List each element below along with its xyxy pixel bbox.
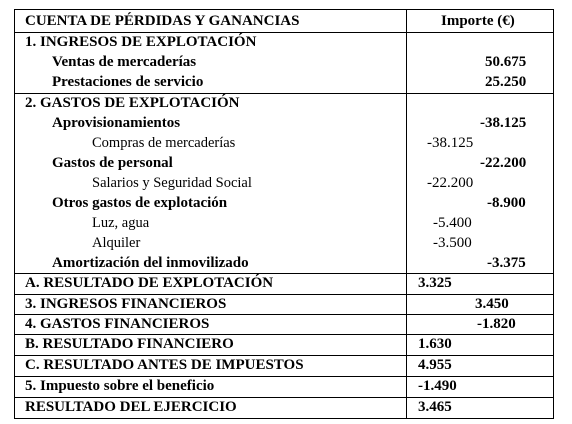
- row-divider: [15, 334, 553, 335]
- row-label: 3. INGRESOS FINANCIEROS: [25, 296, 227, 312]
- row-label: Aprovisionamientos: [52, 115, 181, 131]
- row-value: 3.450: [475, 296, 509, 312]
- amount-column-header: Importe (€): [441, 13, 515, 29]
- row-value: 4.955: [418, 357, 452, 373]
- row-divider: [15, 397, 553, 398]
- table-row: RESULTADO DEL EJERCICIO 3.465: [15, 397, 553, 417]
- row-label: Compras de mercaderías: [92, 135, 236, 151]
- row-label: Amortización del inmovilizado: [52, 255, 249, 271]
- row-value: -22.200: [480, 155, 527, 171]
- row-value: -3.375: [487, 255, 526, 271]
- row-label: Otros gastos de explotación: [52, 195, 228, 211]
- row-label: Gastos de personal: [52, 155, 173, 171]
- row-label: Prestaciones de servicio: [52, 74, 204, 90]
- income-statement-table: CUENTA DE PÉRDIDAS Y GANANCIAS Importe (…: [14, 9, 554, 419]
- table-row: Otros gastos de explotación -8.900: [15, 193, 553, 213]
- table-row: C. RESULTADO ANTES DE IMPUESTOS 4.955: [15, 355, 553, 375]
- row-value: 50.675: [485, 54, 527, 70]
- table-row: A. RESULTADO DE EXPLOTACIÓN 3.325: [15, 273, 553, 293]
- row-divider: [15, 376, 553, 377]
- concept-column-header: CUENTA DE PÉRDIDAS Y GANANCIAS: [25, 13, 300, 29]
- row-divider: [15, 93, 553, 94]
- table-row: Gastos de personal -22.200: [15, 153, 553, 173]
- row-value: 1.630: [418, 336, 452, 352]
- table-row: 3. INGRESOS FINANCIEROS 3.450: [15, 294, 553, 314]
- row-label: Salarios y Seguridad Social: [92, 175, 252, 191]
- row-divider: [15, 294, 553, 295]
- row-label: 4. GASTOS FINANCIEROS: [25, 316, 210, 332]
- table-row: 4. GASTOS FINANCIEROS -1.820: [15, 314, 553, 334]
- row-value: -22.200: [427, 175, 474, 191]
- table-row: 5. Impuesto sobre el beneficio -1.490: [15, 376, 553, 396]
- column-divider: [406, 10, 407, 418]
- row-label: 2. GASTOS DE EXPLOTACIÓN: [25, 95, 240, 111]
- table-row: Ventas de mercaderías 50.675: [15, 52, 553, 72]
- row-value: -38.125: [480, 115, 527, 131]
- table-row: Salarios y Seguridad Social -22.200: [15, 173, 553, 193]
- row-label: Alquiler: [92, 235, 141, 251]
- row-value: 25.250: [485, 74, 527, 90]
- row-label: 5. Impuesto sobre el beneficio: [25, 378, 215, 394]
- table-row: Alquiler -3.500: [15, 233, 553, 253]
- row-label: Luz, agua: [92, 215, 150, 231]
- row-label: A. RESULTADO DE EXPLOTACIÓN: [25, 275, 274, 291]
- table-row: 2. GASTOS DE EXPLOTACIÓN: [15, 93, 553, 113]
- row-value: -3.500: [433, 235, 472, 251]
- table-row: Aprovisionamientos -38.125: [15, 113, 553, 133]
- table-row: Amortización del inmovilizado -3.375: [15, 253, 553, 273]
- table-header-row: CUENTA DE PÉRDIDAS Y GANANCIAS Importe (…: [15, 11, 553, 31]
- row-label: B. RESULTADO FINANCIERO: [25, 336, 234, 352]
- row-label: 1. INGRESOS DE EXPLOTACIÓN: [25, 34, 257, 50]
- row-value: -1.820: [477, 316, 516, 332]
- table-row: 1. INGRESOS DE EXPLOTACIÓN: [15, 32, 553, 52]
- row-value: -1.490: [418, 378, 457, 394]
- row-value: 3.465: [418, 399, 452, 415]
- row-label: Ventas de mercaderías: [52, 54, 197, 70]
- row-label: RESULTADO DEL EJERCICIO: [25, 399, 237, 415]
- row-label: C. RESULTADO ANTES DE IMPUESTOS: [25, 357, 304, 373]
- row-divider: [15, 355, 553, 356]
- row-divider: [15, 32, 553, 33]
- table-row: B. RESULTADO FINANCIERO 1.630: [15, 334, 553, 354]
- row-value: -8.900: [487, 195, 526, 211]
- row-divider: [15, 273, 553, 274]
- row-divider: [15, 314, 553, 315]
- table-row: Luz, agua -5.400: [15, 213, 553, 233]
- table-row: Compras de mercaderías -38.125: [15, 133, 553, 153]
- row-value: 3.325: [418, 275, 452, 291]
- table-row: Prestaciones de servicio 25.250: [15, 72, 553, 92]
- row-value: -5.400: [433, 215, 472, 231]
- row-value: -38.125: [427, 135, 474, 151]
